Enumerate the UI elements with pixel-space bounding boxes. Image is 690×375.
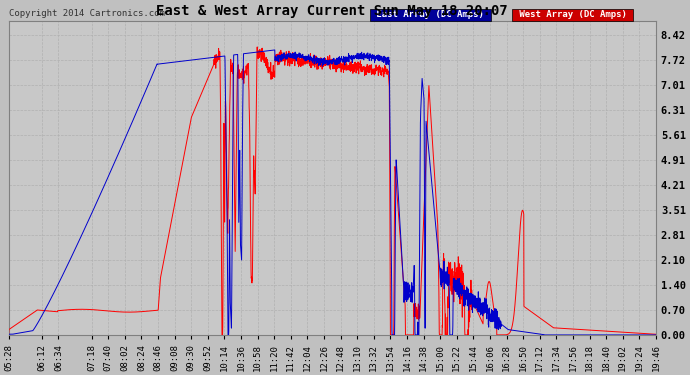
Title: East & West Array Current Sun May 18 20:07: East & West Array Current Sun May 18 20:…	[157, 4, 509, 18]
Text: Copyright 2014 Cartronics.com: Copyright 2014 Cartronics.com	[9, 9, 165, 18]
Text: East Array (DC Amps): East Array (DC Amps)	[371, 10, 489, 19]
Text: West Array (DC Amps): West Array (DC Amps)	[513, 10, 632, 19]
